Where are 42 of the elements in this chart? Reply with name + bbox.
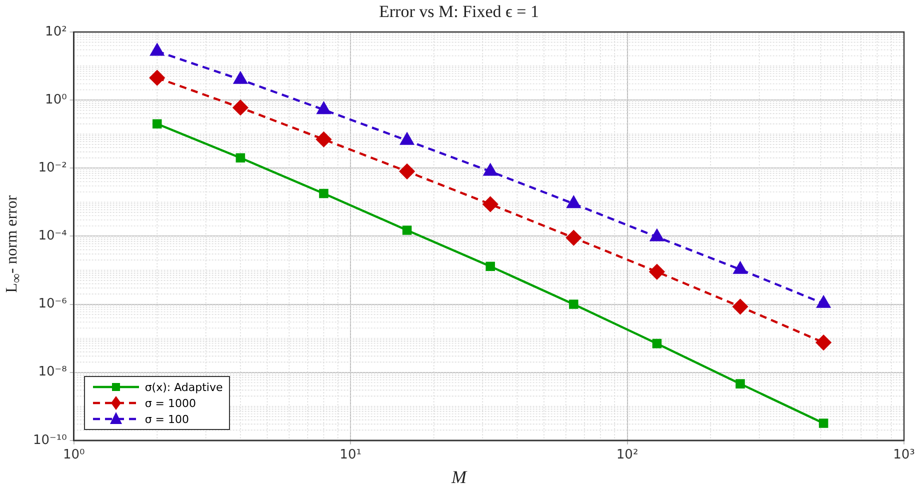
y-tick-label: 10⁻⁴	[38, 228, 67, 244]
point	[818, 418, 828, 428]
y-tick-label: 10⁻²	[38, 160, 67, 176]
point	[402, 226, 412, 235]
chart-title: Error vs M: Fixed ϵ = 1	[378, 2, 540, 22]
y-tick-label: 10²	[45, 24, 67, 40]
point	[652, 338, 662, 348]
y-tick-label: 10⁰	[45, 92, 67, 108]
point	[650, 229, 664, 242]
point	[316, 132, 332, 147]
point	[400, 132, 414, 145]
point	[649, 264, 665, 280]
y-tick-label: 10⁻⁸	[38, 364, 67, 380]
point	[732, 299, 748, 314]
legend-label: σ(x): Adaptive	[144, 380, 223, 394]
point	[569, 300, 578, 309]
point	[150, 70, 165, 86]
x-tick-label: 10¹	[340, 448, 362, 463]
point	[734, 262, 747, 274]
legend-label: σ = 100	[144, 412, 189, 426]
point	[482, 196, 498, 212]
point	[566, 196, 580, 208]
point	[484, 164, 498, 176]
point	[152, 119, 162, 128]
x-tick-label: 10³	[893, 448, 915, 463]
x-tick-label: 10⁰	[62, 448, 85, 463]
y-tick-label: 10⁻¹⁰	[33, 432, 67, 448]
point	[236, 153, 246, 163]
point	[317, 102, 330, 114]
x-axis-title: M	[450, 467, 468, 488]
point	[816, 334, 832, 350]
point	[736, 379, 745, 388]
point	[566, 230, 582, 246]
point	[150, 44, 164, 56]
y-tick-label: 10⁻⁶	[38, 296, 67, 312]
point	[234, 72, 248, 84]
x-tick-label: 10²	[616, 448, 638, 463]
legend-label: σ = 1000	[144, 396, 196, 410]
point	[399, 164, 415, 180]
point	[232, 100, 248, 116]
point	[486, 262, 495, 271]
point	[319, 188, 328, 198]
